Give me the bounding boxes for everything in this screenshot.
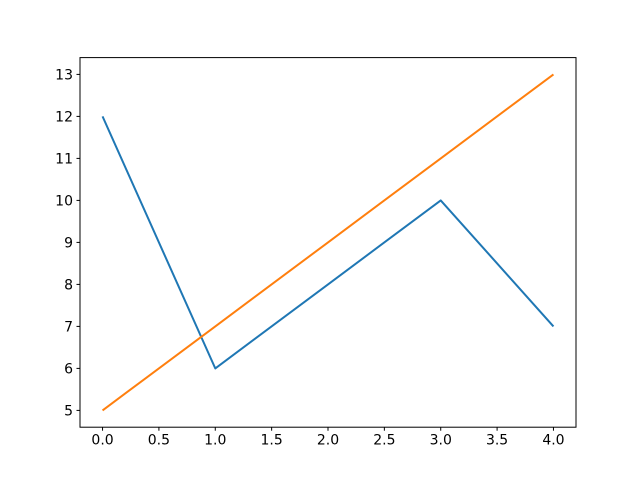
y-axis-tick-label: 10 — [55, 193, 73, 209]
y-axis-tick-label: 13 — [55, 67, 73, 83]
x-axis-tick-label: 3.0 — [430, 433, 452, 449]
y-axis-tick-label: 7 — [64, 319, 73, 335]
x-axis-tick-label: 3.5 — [486, 433, 508, 449]
y-axis-tick-label: 6 — [64, 361, 73, 377]
x-axis-tick-label: 2.0 — [317, 433, 339, 449]
x-axis-tick-label: 1.0 — [204, 433, 226, 449]
x-axis-tick-label: 0.0 — [91, 433, 113, 449]
x-axis-tick-label: 2.5 — [373, 433, 395, 449]
x-axis-tick-label: 1.5 — [261, 433, 283, 449]
y-axis-tick-label: 9 — [64, 235, 73, 251]
x-axis-tick-label: 0.5 — [148, 433, 170, 449]
line-series-orange — [101, 73, 555, 412]
y-axis-tick-label: 5 — [64, 403, 73, 419]
y-axis-tick-label: 8 — [64, 277, 73, 293]
y-axis-tick-label: 11 — [55, 151, 73, 167]
x-axis-tick-label: 4.0 — [542, 433, 564, 449]
y-axis-tick-label: 12 — [55, 109, 73, 125]
line-series-blue — [101, 115, 555, 370]
